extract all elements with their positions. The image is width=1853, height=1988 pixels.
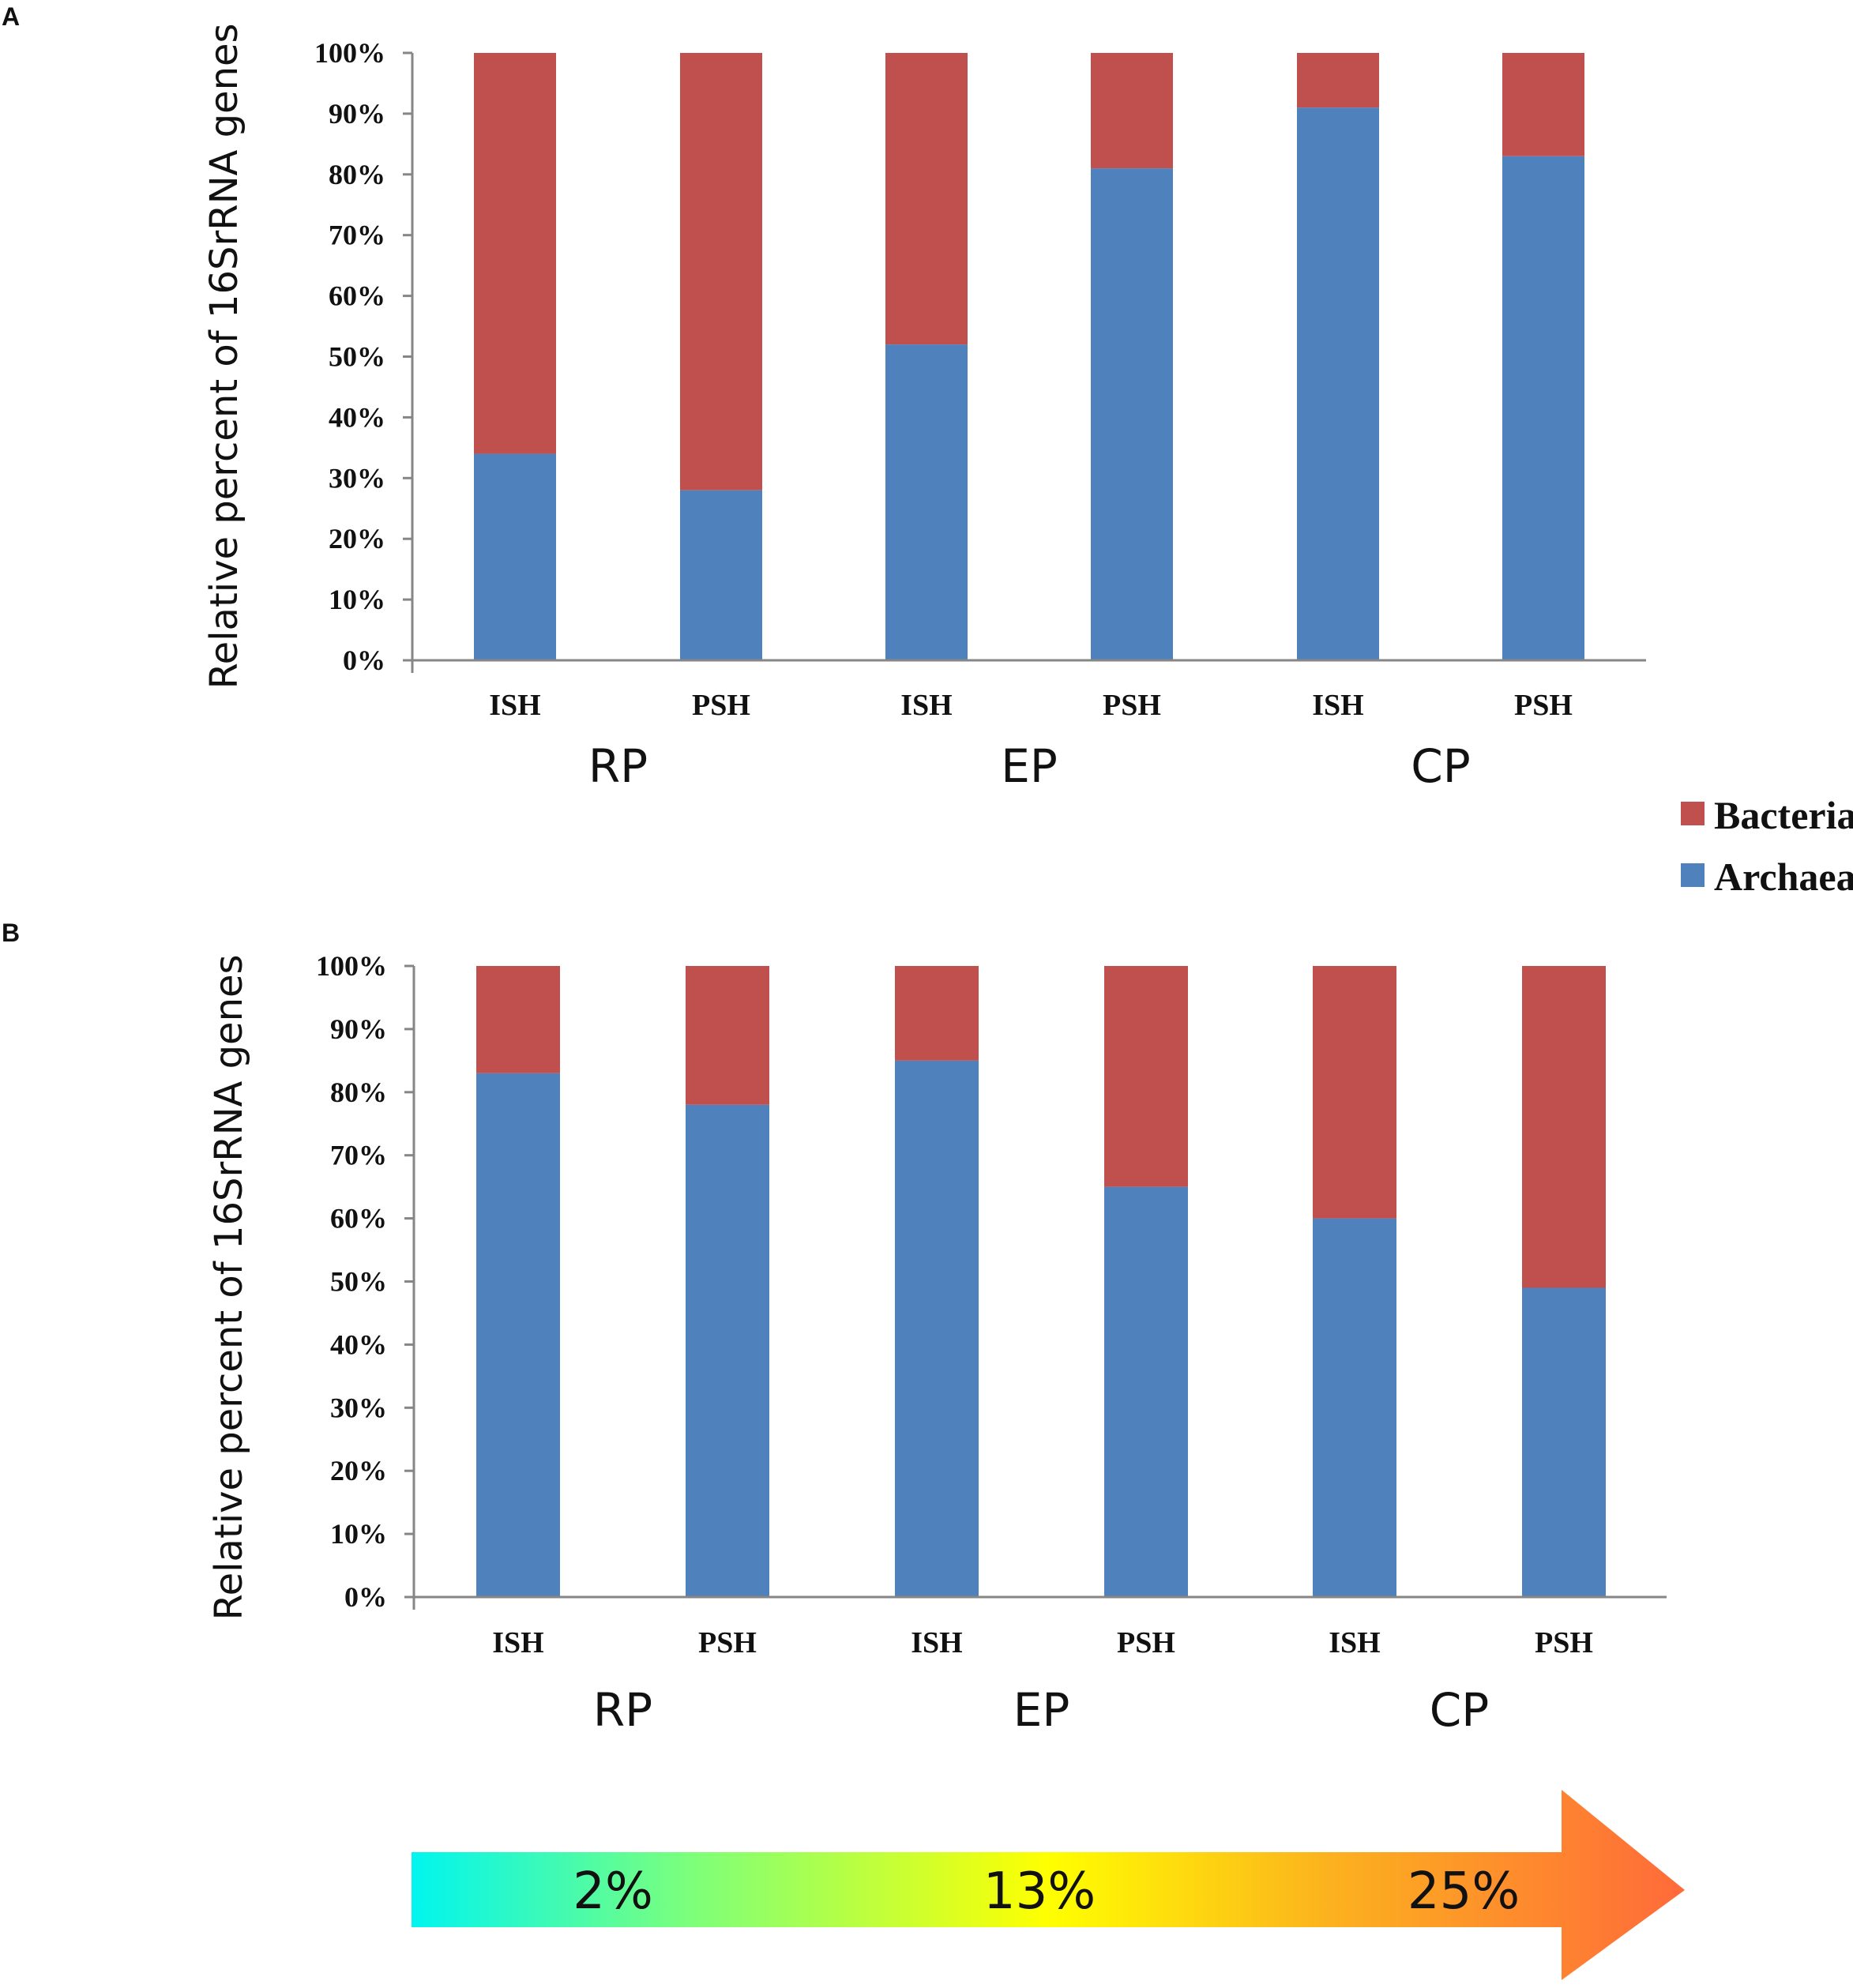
- x-tick-label: ISH: [489, 689, 540, 722]
- group-label: CP: [1430, 1683, 1489, 1737]
- group-label: RP: [593, 1683, 652, 1737]
- y-tick-label: 20%: [330, 1455, 387, 1486]
- y-tick-label: 70%: [329, 220, 385, 251]
- gradient-arrow: 2% 13% 25%: [412, 1790, 1685, 1980]
- arrow-label-2: 13%: [983, 1862, 1096, 1921]
- group-label: CP: [1411, 739, 1470, 793]
- chart-a: ISH PSH ISH PSH ISH PSH 0% 10% 20% 30% 40% 50% 60% 70…: [202, 23, 1646, 793]
- y-tick-label: 10%: [330, 1518, 387, 1550]
- bar-bacteria: [895, 966, 979, 1061]
- y-axis-label: Relative percent of 16SrRNA genes: [202, 23, 246, 689]
- y-tick-label: 30%: [330, 1392, 387, 1423]
- bar-archaea: [1313, 1218, 1396, 1597]
- y-axis-label: Relative percent of 16SrRNA genes: [207, 954, 251, 1620]
- y-tick-label: 10%: [329, 584, 385, 615]
- bar-archaea: [1297, 107, 1379, 660]
- x-tick-label: PSH: [692, 689, 750, 722]
- bar-bacteria: [885, 53, 968, 345]
- legend-swatch-bacteria: [1681, 802, 1705, 825]
- legend-swatch-archaea: [1681, 863, 1705, 887]
- group-label: EP: [1013, 1683, 1070, 1737]
- arrow-label-3: 25%: [1408, 1862, 1520, 1921]
- x-tick-label: PSH: [1535, 1626, 1593, 1659]
- y-tick-label: 30%: [329, 462, 385, 494]
- y-tick-label: 100%: [316, 950, 387, 982]
- legend-label-archaea: Archaea: [1714, 855, 1853, 899]
- bar-archaea: [1104, 1186, 1188, 1597]
- bar-archaea: [1522, 1287, 1606, 1597]
- group-label: RP: [588, 739, 648, 793]
- bar-bacteria: [1502, 53, 1584, 156]
- y-tick-label: 60%: [330, 1203, 387, 1235]
- bar-archaea: [885, 344, 968, 660]
- y-tick-label: 0%: [343, 645, 385, 676]
- bar-bacteria: [1091, 53, 1173, 169]
- y-tick-label: 80%: [329, 159, 385, 190]
- y-tick-label: 60%: [329, 280, 385, 312]
- chart-b: ISH PSH ISH PSH ISH PSH 0% 10% 20% 30% 40% 50% 60% 70…: [207, 950, 1667, 1737]
- bar-archaea: [680, 490, 762, 660]
- bar-bacteria: [1297, 53, 1379, 108]
- y-tick-label: 90%: [329, 98, 385, 130]
- group-label: EP: [1001, 739, 1058, 793]
- legend: Bacteria Archaea: [1681, 793, 1853, 899]
- bar-bacteria: [1522, 966, 1606, 1288]
- x-tick-label: ISH: [1312, 689, 1363, 722]
- panel-label-b: B: [2, 919, 20, 947]
- y-tick-label: 90%: [330, 1013, 387, 1045]
- y-tick-label: 70%: [330, 1140, 387, 1171]
- y-tick-label: 20%: [329, 523, 385, 554]
- bar-bacteria: [474, 53, 556, 454]
- y-tick-label: 0%: [344, 1581, 387, 1613]
- x-tick-label: ISH: [911, 1626, 962, 1659]
- bar-bacteria: [476, 966, 560, 1073]
- x-tick-label: PSH: [1103, 689, 1161, 722]
- bar-archaea: [476, 1073, 560, 1597]
- bar-archaea: [1502, 156, 1584, 661]
- bar-archaea: [895, 1060, 979, 1597]
- bar-archaea: [474, 453, 556, 660]
- y-tick-label: 40%: [329, 401, 385, 433]
- x-tick-label: ISH: [1329, 1626, 1380, 1659]
- bar-archaea: [1091, 168, 1173, 661]
- bar-bacteria: [1104, 966, 1188, 1187]
- panel-label-a: A: [2, 2, 20, 31]
- x-tick-label: ISH: [492, 1626, 543, 1659]
- x-tick-label: ISH: [900, 689, 952, 722]
- y-tick-label: 100%: [314, 37, 385, 69]
- bar-archaea: [686, 1104, 769, 1597]
- legend-label-bacteria: Bacteria: [1714, 793, 1853, 837]
- y-tick-label: 50%: [330, 1266, 387, 1298]
- y-tick-label: 50%: [329, 341, 385, 373]
- bar-bacteria: [680, 53, 762, 490]
- bar-bacteria: [1313, 966, 1396, 1219]
- y-tick-label: 80%: [330, 1077, 387, 1108]
- arrow-label-1: 2%: [573, 1862, 653, 1921]
- x-tick-label: PSH: [1117, 1626, 1175, 1659]
- bar-bacteria: [686, 966, 769, 1105]
- arrow-shape: [412, 1790, 1685, 1980]
- x-tick-label: PSH: [698, 1626, 757, 1659]
- y-tick-label: 40%: [330, 1328, 387, 1360]
- x-tick-label: PSH: [1514, 689, 1573, 722]
